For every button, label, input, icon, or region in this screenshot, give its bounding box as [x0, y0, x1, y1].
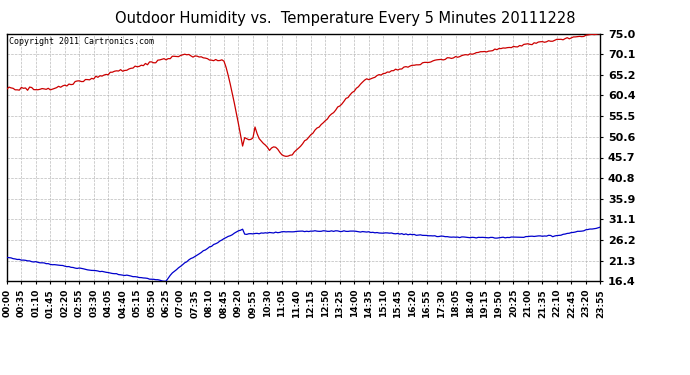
Text: Outdoor Humidity vs.  Temperature Every 5 Minutes 20111228: Outdoor Humidity vs. Temperature Every 5…	[115, 11, 575, 26]
Text: Copyright 2011 Cartronics.com: Copyright 2011 Cartronics.com	[9, 38, 154, 46]
